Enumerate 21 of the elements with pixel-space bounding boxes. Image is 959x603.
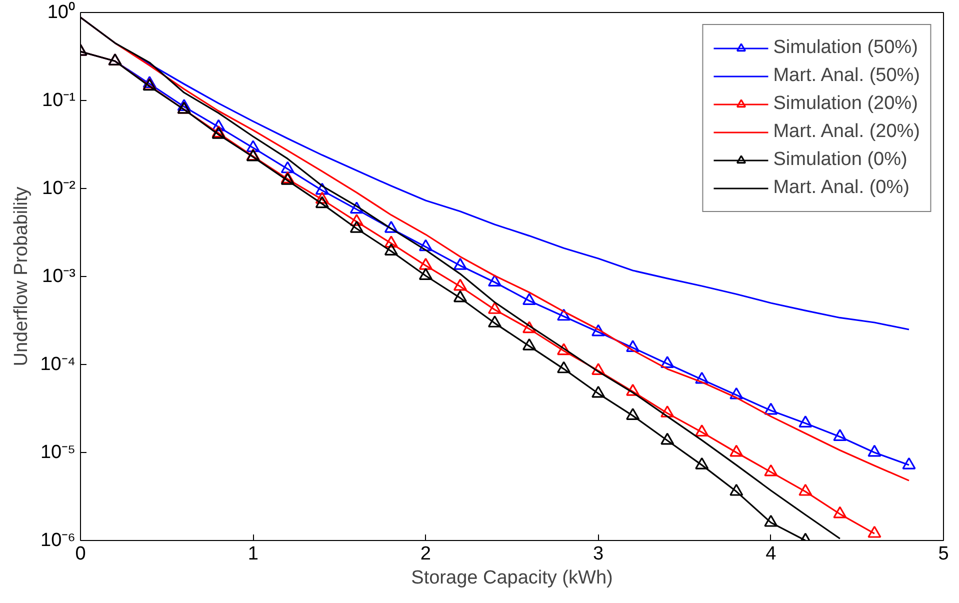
legend-label: Simulation (0%) [773,148,908,172]
x-tick-label: 1 [248,544,258,564]
x-tick-label: 4 [766,544,777,564]
y-tick-label: 10⁻¹ [42,90,76,111]
legend-label: Simulation (50%) [773,36,918,60]
y-tick-label: 10⁰ [47,1,76,23]
x-tick-label: 3 [593,544,604,564]
x-tick-label: 0 [75,544,86,564]
y-axis-title: Underflow Probability [11,186,32,366]
x-tick-label: 5 [938,544,949,564]
y-tick-label: 10⁻⁴ [40,354,76,375]
y-tick-label: 10⁻² [42,178,76,199]
y-tick-label: 10⁻⁵ [40,442,76,463]
legend-label: Simulation (20%) [773,92,918,116]
legend-label: Mart. Anal. (0%) [773,176,910,200]
x-axis-title: Storage Capacity (kWh) [411,568,613,588]
y-tick-label: 10⁻³ [42,266,76,287]
x-tick-label: 2 [420,544,431,564]
y-tick-label: 10⁻⁶ [40,530,76,551]
legend-label: Mart. Anal. (20%) [773,120,920,144]
legend-label: Mart. Anal. (50%) [773,64,920,88]
